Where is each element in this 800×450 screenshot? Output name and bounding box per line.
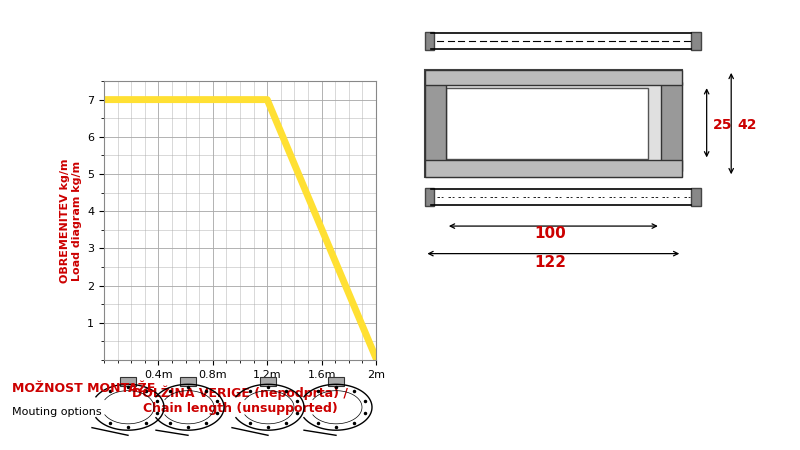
X-axis label: DOLŽINA VERIGE (nepodprta) /
Chain length (unsupported): DOLŽINA VERIGE (nepodprta) / Chain lengt… — [132, 385, 348, 415]
Text: 42: 42 — [738, 118, 757, 132]
Bar — [120, 377, 136, 386]
Bar — [425, 82, 446, 171]
Bar — [425, 70, 682, 177]
Bar — [446, 88, 648, 159]
Bar — [425, 32, 434, 50]
Text: Mouting options: Mouting options — [12, 407, 102, 417]
Bar — [691, 32, 701, 50]
Bar — [425, 160, 682, 177]
Y-axis label: OBREMENITEV kg/m
Load diagram kg/m: OBREMENITEV kg/m Load diagram kg/m — [60, 158, 82, 283]
Bar — [691, 188, 701, 206]
Bar — [425, 188, 434, 206]
Text: 100: 100 — [534, 226, 566, 241]
Bar — [328, 377, 344, 386]
Text: 122: 122 — [534, 256, 566, 270]
Text: 25: 25 — [713, 118, 732, 132]
Bar — [180, 377, 196, 386]
Text: MOŽNOST MONTAŽE: MOŽNOST MONTAŽE — [12, 382, 155, 395]
Bar — [661, 82, 682, 171]
Bar — [260, 377, 276, 386]
Bar — [425, 70, 682, 86]
